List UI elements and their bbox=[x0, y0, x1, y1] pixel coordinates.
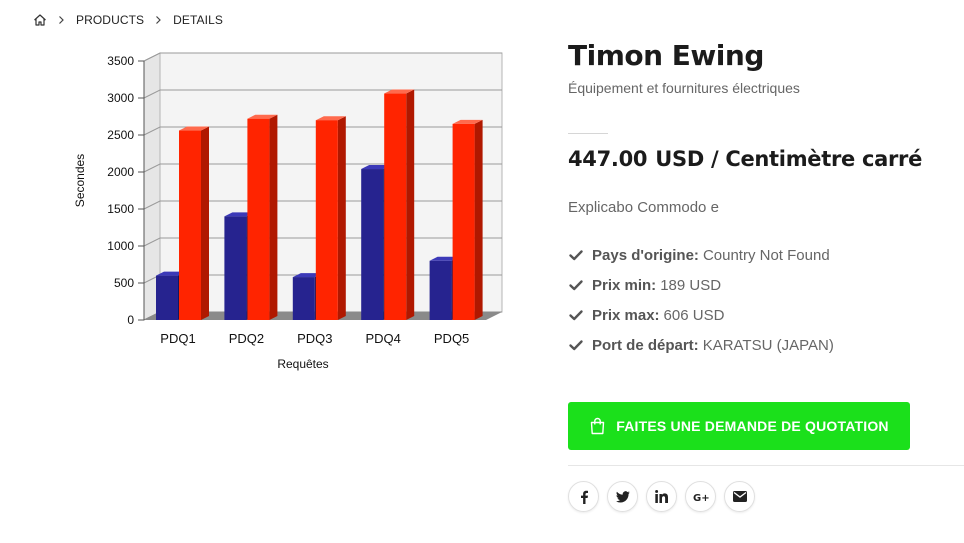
social-share: G+ bbox=[568, 481, 964, 512]
spec-value: 606 USD bbox=[663, 306, 725, 324]
bar-side bbox=[337, 116, 346, 320]
spec-label: Pays d'origine: bbox=[592, 246, 699, 264]
bar bbox=[179, 130, 201, 320]
x-tick-label: PDQ2 bbox=[229, 331, 264, 346]
spec-value: KARATSU (JAPAN) bbox=[702, 336, 834, 354]
y-tick-label: 3000 bbox=[107, 91, 134, 105]
spec-item: Pays d'origine: Country Not Found bbox=[568, 240, 964, 270]
bar bbox=[292, 277, 315, 320]
bar-top bbox=[292, 273, 323, 278]
request-quotation-button[interactable]: FAITES UNE DEMANDE DE QUOTATION bbox=[568, 402, 910, 450]
product-info: Timon Ewing Équipement et fournitures él… bbox=[568, 36, 964, 512]
check-icon bbox=[568, 277, 584, 293]
y-tick-label: 1500 bbox=[107, 202, 134, 216]
bar-top bbox=[315, 116, 346, 121]
bar-side bbox=[269, 114, 278, 320]
price-unit: USD / Centimètre carré bbox=[655, 147, 923, 171]
bar-top bbox=[247, 114, 278, 119]
y-tick-label: 0 bbox=[127, 313, 134, 327]
product-price: 447.00 USD / Centimètre carré bbox=[568, 147, 964, 171]
spec-value: Country Not Found bbox=[702, 246, 830, 264]
bar-chart: 0 500 1000 1500 2000 2500 3000 3500 PDQ1 PDQ2 PDQ3… bbox=[73, 52, 503, 371]
x-tick-label: PDQ3 bbox=[297, 331, 332, 346]
facebook-icon[interactable] bbox=[568, 481, 599, 512]
y-axis-title: Secondes bbox=[73, 154, 87, 207]
spec-item: Port de départ: KARATSU (JAPAN) bbox=[568, 330, 964, 360]
linkedin-icon[interactable] bbox=[646, 481, 677, 512]
bar-top bbox=[452, 119, 483, 124]
spec-item: Prix min: 189 USD bbox=[568, 270, 964, 300]
breadcrumb-details: DETAILS bbox=[173, 13, 223, 27]
bar bbox=[315, 120, 338, 320]
spec-label: Prix max: bbox=[592, 306, 660, 324]
twitter-icon[interactable] bbox=[607, 481, 638, 512]
breadcrumb: PRODUCTS DETAILS bbox=[33, 13, 223, 27]
product-chart-image: 0 500 1000 1500 2000 2500 3000 3500 PDQ1 PDQ2 PDQ3… bbox=[70, 44, 520, 384]
bar-side bbox=[474, 119, 483, 321]
spec-label: Port de départ: bbox=[592, 336, 699, 354]
spec-value: 189 USD bbox=[660, 276, 722, 294]
bar-side bbox=[406, 89, 415, 320]
bar bbox=[361, 169, 384, 320]
home-icon[interactable] bbox=[33, 13, 47, 27]
spec-list: Pays d'origine: Country Not Found Prix m… bbox=[568, 240, 964, 360]
spec-item: Prix max: 606 USD bbox=[568, 300, 964, 330]
divider bbox=[568, 465, 964, 466]
bar bbox=[224, 216, 247, 320]
request-quotation-label: FAITES UNE DEMANDE DE QUOTATION bbox=[616, 418, 889, 434]
google-plus-icon[interactable]: G+ bbox=[685, 481, 716, 512]
gridline bbox=[143, 52, 502, 62]
x-tick-label: PDQ1 bbox=[160, 331, 195, 346]
y-tick-label: 2000 bbox=[107, 165, 134, 179]
chevron-right-icon bbox=[155, 15, 162, 25]
bar-top bbox=[179, 126, 209, 131]
bar-top bbox=[224, 212, 255, 217]
svg-text:G+: G+ bbox=[693, 493, 709, 503]
bar-top bbox=[156, 271, 186, 276]
bar-side bbox=[201, 126, 209, 320]
y-tick-label: 3500 bbox=[107, 54, 134, 68]
bar bbox=[247, 118, 270, 320]
bar bbox=[384, 93, 407, 320]
product-description: Explicabo Commodo e bbox=[568, 199, 719, 216]
email-icon[interactable] bbox=[724, 481, 755, 512]
bar bbox=[452, 123, 475, 321]
gridline bbox=[143, 89, 502, 99]
check-icon bbox=[568, 337, 584, 353]
price-value: 447.00 bbox=[568, 147, 648, 171]
product-category: Équipement et fournitures électriques bbox=[568, 80, 800, 96]
x-axis-title: Requêtes bbox=[277, 357, 328, 371]
x-tick-label: PDQ4 bbox=[365, 331, 400, 346]
y-tick-label: 500 bbox=[114, 276, 134, 290]
bar bbox=[156, 275, 178, 320]
bar bbox=[429, 260, 452, 320]
x-tick-label: PDQ5 bbox=[434, 331, 469, 346]
bar-top bbox=[361, 165, 392, 170]
y-tick-label: 1000 bbox=[107, 239, 134, 253]
check-icon bbox=[568, 247, 584, 263]
breadcrumb-products[interactable]: PRODUCTS bbox=[76, 13, 145, 27]
spec-label: Prix min: bbox=[592, 276, 657, 294]
product-title: Timon Ewing bbox=[568, 39, 764, 72]
check-icon bbox=[568, 307, 584, 323]
y-tick-label: 2500 bbox=[107, 128, 134, 142]
chevron-right-icon bbox=[58, 15, 65, 25]
bar-top bbox=[384, 89, 415, 94]
divider bbox=[568, 133, 608, 134]
bar-top bbox=[429, 256, 460, 261]
shopping-bag-icon bbox=[589, 417, 606, 435]
